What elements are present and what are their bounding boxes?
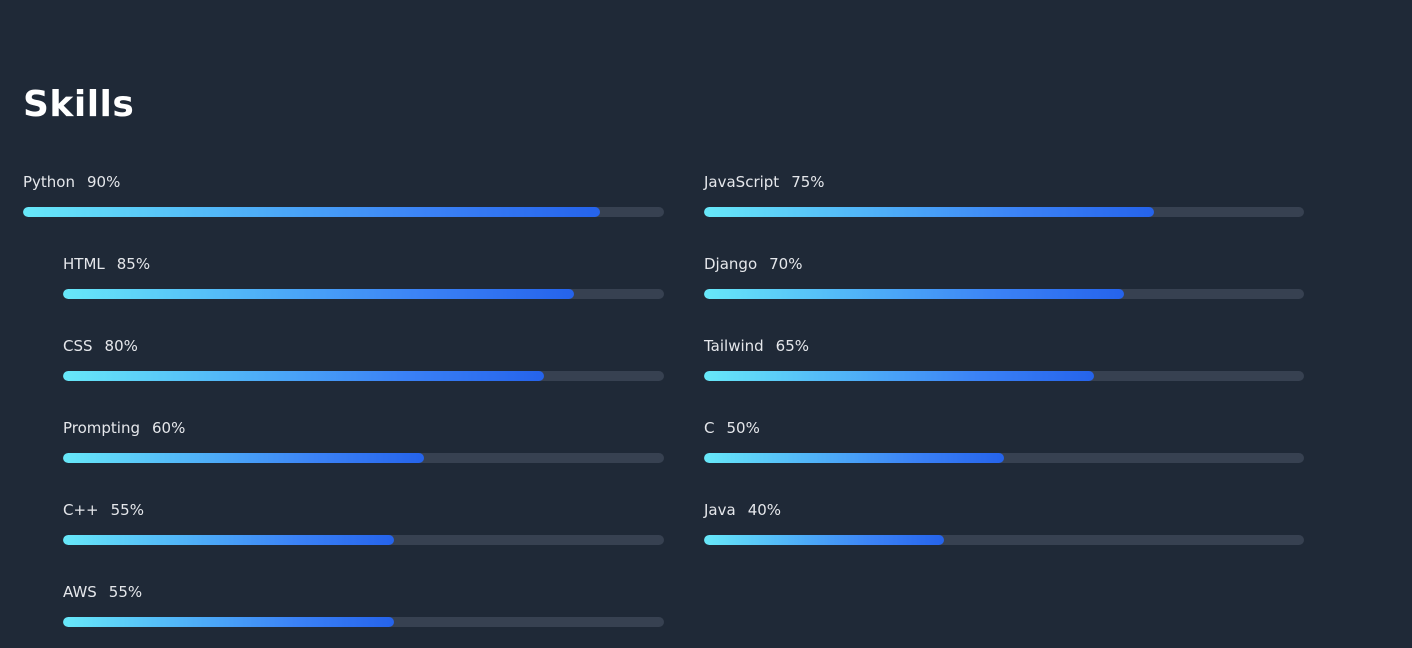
skill-name: Prompting: [63, 419, 141, 437]
skill-percent: 70%: [769, 255, 803, 273]
progress-fill: [63, 453, 424, 463]
progress-fill: [63, 535, 394, 545]
skill-name: C++: [63, 501, 99, 519]
progress-fill: [704, 535, 944, 545]
skill-percent: 90%: [87, 173, 121, 191]
skill-percent: 55%: [110, 501, 144, 519]
skill-html: HTML 85%: [63, 254, 664, 299]
progress-track: [704, 207, 1304, 217]
skill-name: JavaScript: [704, 173, 780, 191]
skill-percent: 60%: [152, 419, 186, 437]
skill-percent: 65%: [775, 337, 810, 355]
progress-fill: [63, 289, 574, 299]
skill-css: CSS 80%: [63, 336, 664, 381]
skill-name: Tailwind: [704, 337, 764, 355]
progress-track: [704, 453, 1304, 463]
progress-fill: [704, 371, 1094, 381]
progress-fill: [63, 617, 394, 627]
skill-name: HTML: [63, 255, 105, 273]
skill-tailwind: Tailwind 65%: [704, 336, 1304, 381]
skill-javascript: JavaScript 75%: [704, 172, 1304, 217]
progress-fill: [704, 207, 1154, 217]
skill-percent: 75%: [791, 173, 825, 191]
progress-fill: [23, 207, 600, 217]
skill-name: Python: [23, 173, 75, 191]
skill-c: C 50%: [704, 418, 1304, 463]
skill-name: AWS: [63, 583, 97, 601]
skill-name: Java: [704, 501, 736, 519]
skill-name: CSS: [63, 337, 93, 355]
progress-fill: [704, 289, 1124, 299]
progress-track: [23, 207, 664, 217]
skill-percent: 40%: [747, 501, 782, 519]
skill-aws: AWS 55%: [63, 582, 664, 627]
skill-prompting: Prompting 60%: [63, 418, 664, 463]
skill-percent: 80%: [104, 337, 138, 355]
skill-name: C: [704, 419, 715, 437]
progress-track: [63, 371, 664, 381]
progress-track: [63, 453, 664, 463]
progress-track: [704, 535, 1304, 545]
skill-name: Django: [704, 255, 758, 273]
progress-track: [704, 371, 1304, 381]
progress-track: [63, 617, 664, 627]
progress-track: [63, 535, 664, 545]
skill-cpp: C++ 55%: [63, 500, 664, 545]
skill-percent: 55%: [108, 583, 143, 601]
skill-python: Python 90%: [23, 172, 664, 217]
skill-django: Django 70%: [704, 254, 1304, 299]
skill-percent: 50%: [726, 419, 760, 437]
skill-java: Java 40%: [704, 500, 1304, 545]
progress-track: [63, 289, 664, 299]
skill-percent: 85%: [116, 255, 151, 273]
progress-fill: [704, 453, 1004, 463]
page-title: Skills: [23, 84, 135, 125]
progress-track: [704, 289, 1304, 299]
progress-fill: [63, 371, 544, 381]
